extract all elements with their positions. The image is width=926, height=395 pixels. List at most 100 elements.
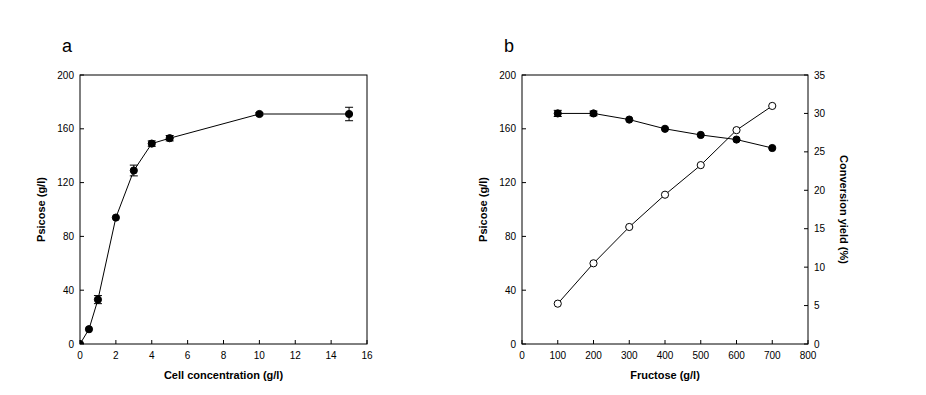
y-axis-title: Psicose (g/l)	[35, 177, 47, 242]
y2-tick	[804, 151, 808, 152]
data-point	[733, 127, 740, 134]
figure: a024681012141604080120160200Cell concent…	[0, 0, 926, 395]
x-tick-label: 0	[77, 350, 83, 361]
y-tick-label: 120	[499, 177, 516, 188]
y2-tick-label: 35	[814, 70, 826, 81]
data-point	[112, 214, 119, 221]
error-bar	[345, 107, 353, 120]
y-tick-label: 160	[499, 123, 516, 134]
y2-tick	[804, 228, 808, 229]
x-tick-label: 16	[361, 350, 373, 361]
y2-tick-label: 15	[814, 223, 826, 234]
y2-tick-label: 10	[814, 262, 826, 273]
data-point	[626, 223, 633, 230]
x-axis-title: Cell concentration (g/l)	[164, 369, 284, 381]
panel-1: b010020030040050060070080004080120160200…	[477, 36, 850, 381]
x-tick-label: 100	[549, 350, 566, 361]
x-tick-label: 14	[326, 350, 338, 361]
data-point	[94, 296, 101, 303]
y2-tick	[804, 344, 808, 345]
y2-tick-label: 30	[814, 108, 826, 119]
y-tick-label: 80	[505, 231, 517, 242]
y-tick-label: 40	[63, 285, 75, 296]
y2-axis-title: Conversion yield (%)	[838, 155, 850, 264]
y-tick	[522, 236, 526, 237]
data-point	[697, 131, 704, 138]
data-point	[85, 326, 92, 333]
data-area	[554, 102, 776, 307]
series-line	[558, 106, 773, 304]
y-tick-label: 160	[57, 123, 74, 134]
x-tick	[115, 340, 116, 344]
y2-tick	[804, 305, 808, 306]
y2-tick-label: 0	[814, 339, 820, 350]
data-point	[733, 136, 740, 143]
x-tick	[223, 340, 224, 344]
error-bar	[166, 136, 174, 141]
y2-tick-label: 20	[814, 185, 826, 196]
x-tick-label: 6	[185, 350, 191, 361]
y-tick-label: 80	[63, 231, 75, 242]
x-tick-label: 600	[728, 350, 745, 361]
data-point	[661, 125, 668, 132]
plot-frame	[80, 75, 367, 344]
x-tick-label: 4	[149, 350, 155, 361]
x-tick	[367, 340, 368, 344]
x-tick	[665, 340, 666, 344]
data-point	[661, 191, 668, 198]
series-line	[80, 114, 349, 344]
error-bar	[94, 296, 102, 304]
y-tick	[522, 182, 526, 183]
x-tick-label: 500	[692, 350, 709, 361]
panel-0: a024681012141604080120160200Cell concent…	[35, 36, 373, 381]
x-tick-label: 200	[585, 350, 602, 361]
error-cap	[130, 165, 138, 166]
x-tick	[557, 340, 558, 344]
x-tick	[700, 340, 701, 344]
x-tick	[295, 340, 296, 344]
error-cap	[345, 107, 353, 108]
x-tick-label: 700	[764, 350, 781, 361]
y-tick	[522, 290, 526, 291]
x-tick	[736, 340, 737, 344]
data-point	[769, 144, 776, 151]
series-line	[558, 113, 773, 148]
data-point	[554, 300, 561, 307]
y2-tick	[804, 113, 808, 114]
y-tick-label: 40	[505, 285, 517, 296]
error-cap	[130, 175, 138, 176]
x-tick-label: 10	[254, 350, 266, 361]
x-tick-label: 0	[519, 350, 525, 361]
y-tick	[80, 182, 84, 183]
y-tick	[522, 128, 526, 129]
y-tick	[80, 236, 84, 237]
x-tick-label: 300	[621, 350, 638, 361]
x-tick-label: 800	[800, 350, 817, 361]
x-tick	[522, 340, 523, 344]
x-tick-label: 8	[221, 350, 227, 361]
y2-tick	[804, 190, 808, 191]
x-axis-title: Fructose (g/l)	[630, 369, 700, 381]
data-point	[256, 110, 263, 117]
data-point	[697, 162, 704, 169]
x-tick	[808, 340, 809, 344]
y2-tick-label: 5	[814, 300, 820, 311]
x-tick	[629, 340, 630, 344]
data-point	[345, 110, 352, 117]
x-tick	[772, 340, 773, 344]
x-tick-label: 2	[113, 350, 119, 361]
y-tick-label: 0	[510, 339, 516, 350]
y-tick-label: 0	[68, 339, 74, 350]
error-bar	[130, 165, 138, 176]
data-point	[130, 167, 137, 174]
x-tick-label: 12	[290, 350, 302, 361]
data-point	[148, 140, 155, 147]
x-tick	[259, 340, 260, 344]
panel-label: a	[62, 36, 73, 56]
x-tick	[331, 340, 332, 344]
y-tick	[522, 344, 526, 345]
data-point	[626, 116, 633, 123]
y-tick	[80, 75, 84, 76]
y-tick	[522, 75, 526, 76]
y-tick	[80, 128, 84, 129]
